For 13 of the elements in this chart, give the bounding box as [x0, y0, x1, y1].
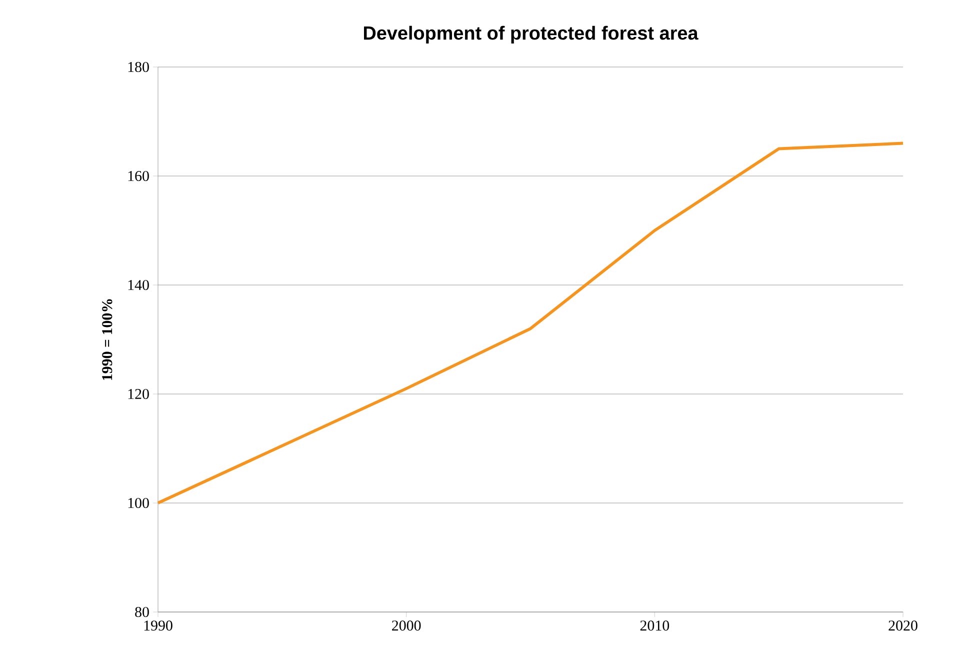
x-tick-label: 2000 — [392, 620, 421, 631]
y-tick-label: 100 — [128, 498, 149, 508]
line-series — [156, 142, 905, 504]
y-tick-label: 80 — [135, 606, 149, 618]
y-tick-label: 120 — [128, 388, 149, 400]
y-tick-label: 180 — [128, 62, 149, 72]
x-tick-label: 1990 — [144, 620, 172, 631]
y-tick-label: 140 — [128, 280, 149, 290]
y-axis-title: 1990 = 100% — [102, 299, 112, 380]
chart-title: Development of protected forest area — [364, 26, 698, 44]
y-tick-label: 160 — [128, 170, 149, 182]
x-tick-label: 2010 — [640, 620, 670, 631]
x-tick-label: 2020 — [888, 620, 918, 631]
